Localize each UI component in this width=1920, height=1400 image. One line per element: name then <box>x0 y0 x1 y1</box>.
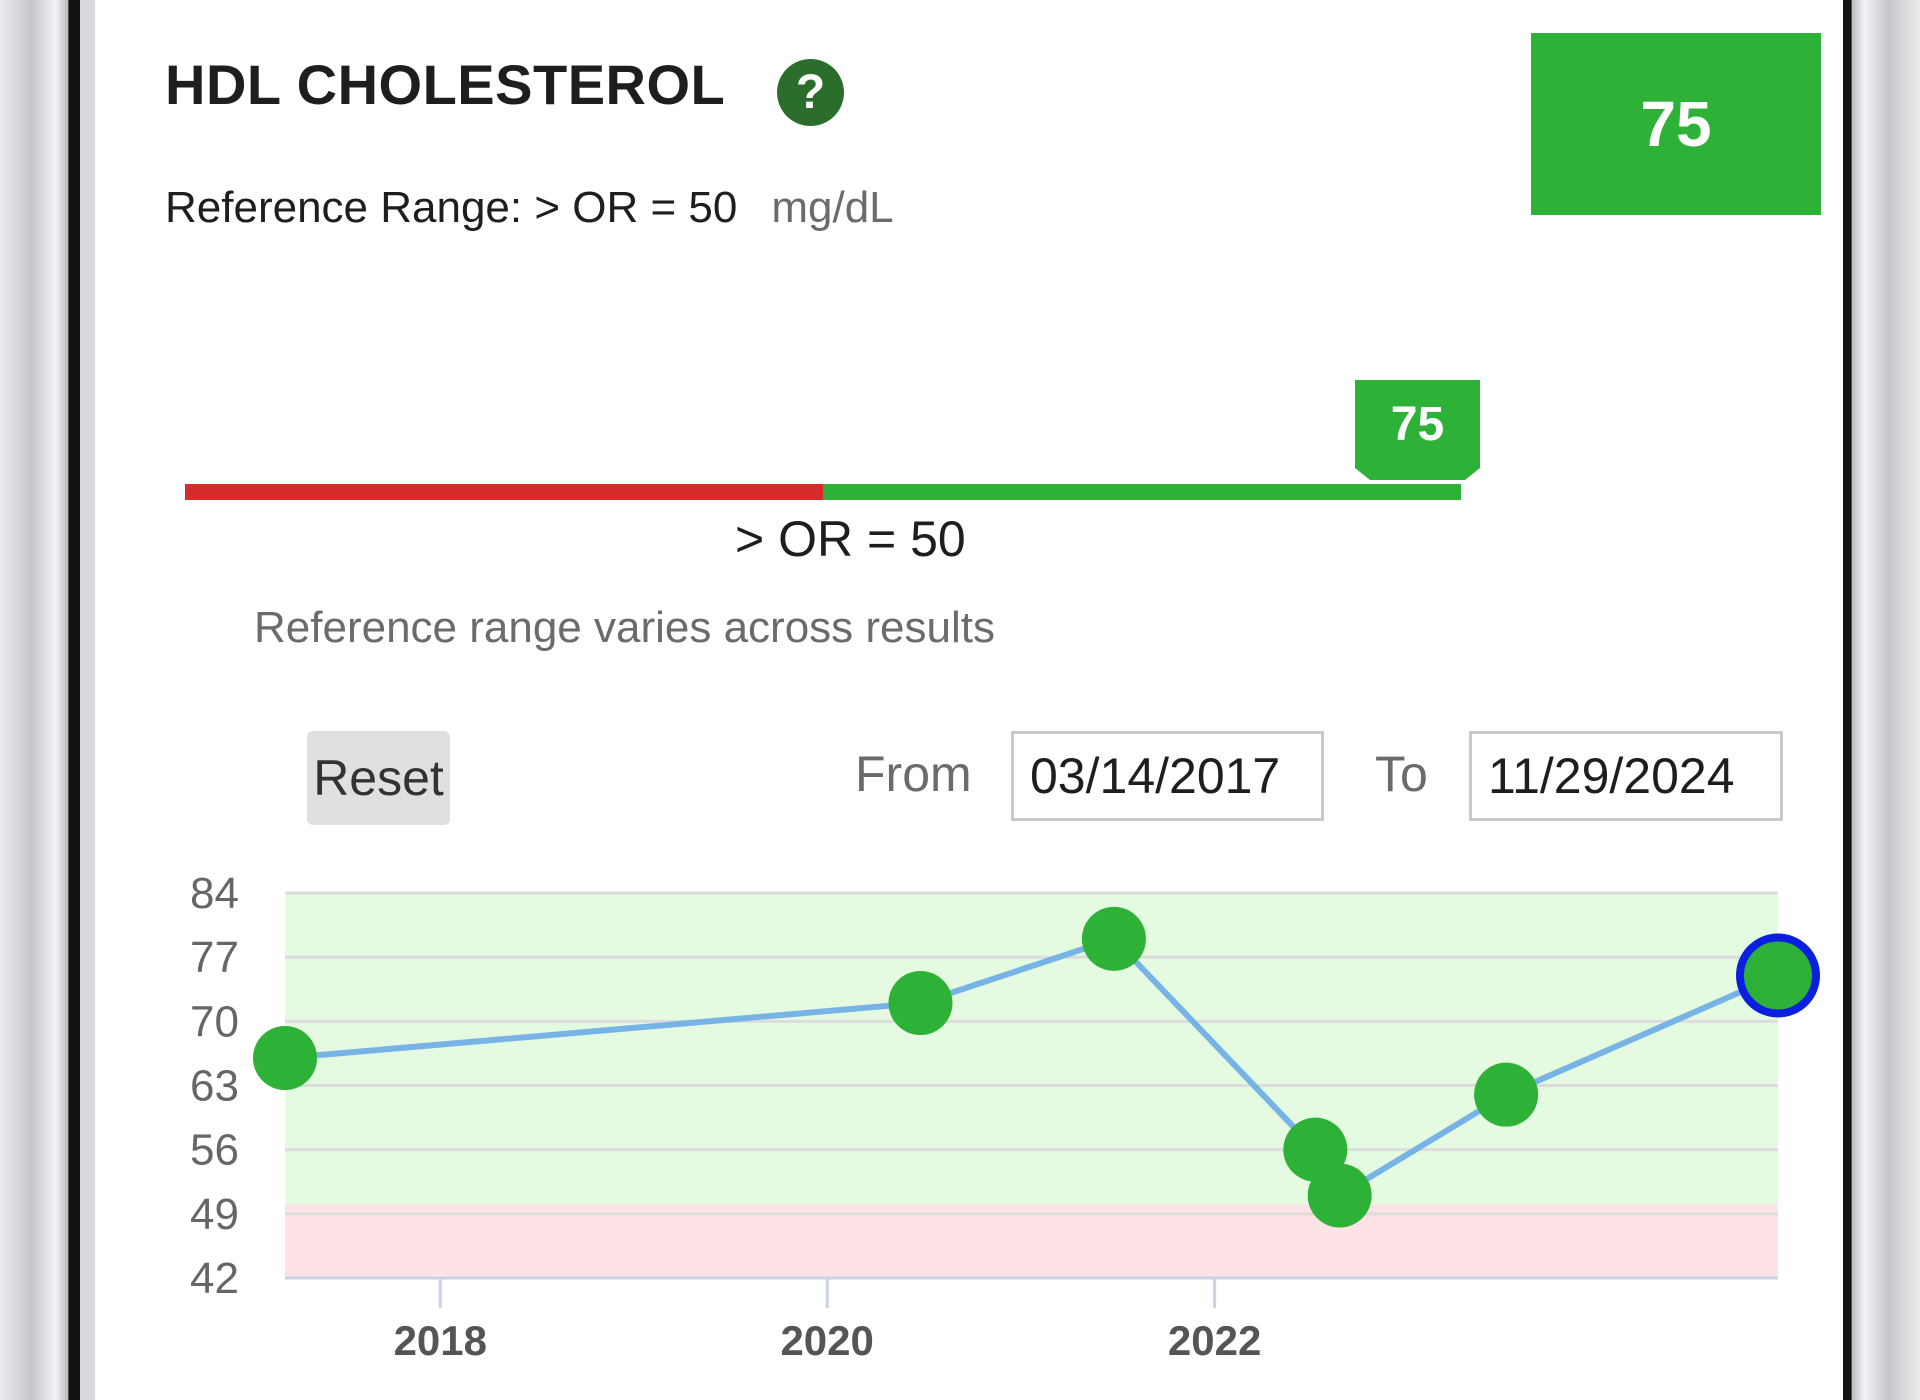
range-threshold-label: > OR = 50 <box>735 511 966 567</box>
y-tick-label: 56 <box>190 1126 239 1175</box>
x-tick-label: 2020 <box>780 1317 873 1364</box>
help-icon[interactable]: ? <box>777 59 844 126</box>
reference-range-text: Reference Range: > OR = 50 <box>165 183 738 232</box>
y-tick-label: 42 <box>190 1254 239 1303</box>
test-title: HDL CHOLESTEROL <box>165 53 726 116</box>
data-point[interactable] <box>888 971 953 1035</box>
data-point[interactable] <box>1081 906 1146 971</box>
y-tick-label: 84 <box>190 869 239 918</box>
selected-data-point[interactable] <box>1736 933 1820 1018</box>
range-bar-normal <box>823 484 1461 500</box>
value-marker: 75 <box>1355 380 1480 480</box>
current-value-badge: 75 <box>1531 33 1821 215</box>
trend-chart: 84 77 70 63 56 49 42 2018 2020 2022 <box>190 869 1820 1364</box>
range-bar-abnormal <box>185 484 823 500</box>
reference-unit: mg/dL <box>771 183 894 232</box>
data-point[interactable] <box>1307 1163 1372 1228</box>
reset-button[interactable]: Reset <box>307 731 450 825</box>
device-frame-right <box>1840 0 1920 1400</box>
x-tick-label: 2018 <box>394 1317 487 1364</box>
y-tick-label: 70 <box>190 997 239 1046</box>
x-tick-label: 2022 <box>1168 1317 1261 1364</box>
to-date-input[interactable]: 11/29/2024 <box>1469 731 1783 821</box>
from-label: From <box>855 746 972 802</box>
y-tick-label: 63 <box>190 1062 239 1111</box>
data-point[interactable] <box>1474 1062 1539 1127</box>
normal-range-band <box>285 893 1778 1205</box>
to-label: To <box>1375 746 1428 802</box>
y-tick-label: 49 <box>190 1190 239 1239</box>
result-card: HDL CHOLESTEROL ? 75 Reference Range: > … <box>95 0 1843 1400</box>
device-frame-left <box>0 0 80 1400</box>
data-point[interactable] <box>253 1026 317 1090</box>
y-tick-label: 77 <box>190 933 239 982</box>
reference-varies-note: Reference range varies across results <box>254 603 995 652</box>
reference-range-line: Reference Range: > OR = 50 mg/dL <box>165 183 894 233</box>
abnormal-range-band <box>285 1204 1778 1278</box>
from-date-input[interactable]: 03/14/2017 <box>1011 731 1324 821</box>
